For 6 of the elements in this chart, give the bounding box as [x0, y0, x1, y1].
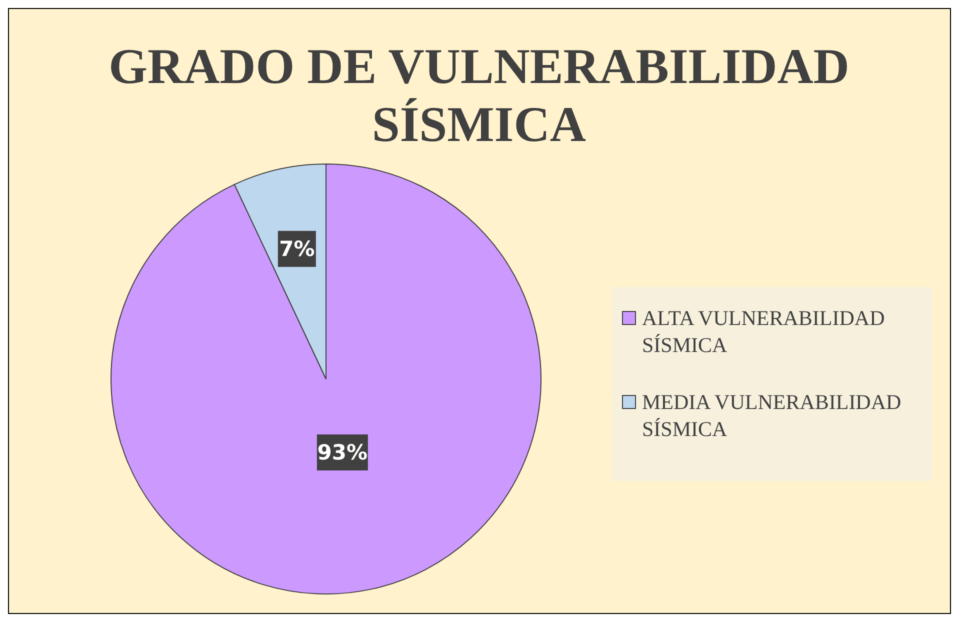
data-label: 93%	[317, 440, 368, 464]
chart-title: GRADO DE VULNERABILIDAD SÍSMICA	[108, 37, 850, 153]
data-label: 7%	[279, 236, 315, 261]
pie-slice	[110, 164, 542, 594]
legend-label: ALTA VULNERABILIDAD SÍSMICA	[642, 305, 886, 359]
legend-label: MEDIA VULNERABILIDAD SÍSMICA	[642, 389, 902, 443]
